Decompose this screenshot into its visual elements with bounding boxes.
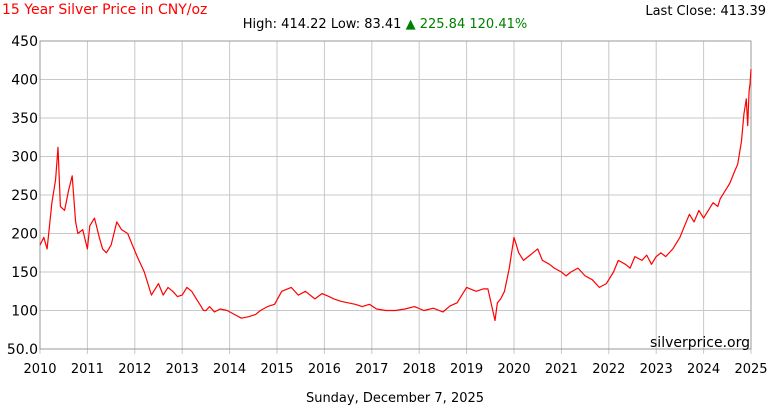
x-tick-label: 2012 [118,362,151,377]
price-stats: High: 414.22 Low: 83.41 ▲ 225.84 120.41% [0,17,770,32]
x-tick-label: 2019 [450,362,483,377]
x-tick-label: 2010 [23,362,56,377]
up-arrow-icon: ▲ [405,17,416,32]
y-tick-label: 100 [11,304,38,320]
series-line [39,69,752,322]
last-close: Last Close: 413.39 [645,4,766,19]
last-close-label: Last Close: [645,4,717,19]
y-tick-label: 450 [11,34,38,50]
x-tick-label: 2023 [640,362,673,377]
change-percent: 120.41% [469,17,528,32]
y-tick-label: 200 [11,227,38,243]
grid [39,40,752,354]
x-tick-label: 2016 [308,362,341,377]
x-tick-label: 2013 [166,362,199,377]
change-value: 225.84 [419,17,466,32]
y-tick-label: 250 [11,188,38,204]
low-label: Low: [330,17,361,32]
last-close-value: 413.39 [720,4,767,19]
series-layer [39,69,752,322]
x-tick-label: 2011 [71,362,104,377]
y-tick-label: 350 [11,111,38,127]
x-tick-label: 2025 [734,362,767,377]
y-tick-label: 50.0 [7,342,38,358]
x-tick-label: 2021 [545,362,578,377]
x-tick-label: 2017 [355,362,388,377]
x-tick-label: 2015 [260,362,293,377]
y-tick-label: 300 [11,150,38,166]
watermark-text: silverprice.org [650,335,750,351]
high-label: High: [242,17,278,32]
plot-frame [39,40,752,350]
y-axis: 50.0 100 150 200 250 300 350 400 450 [7,34,38,358]
x-tick-label: 2018 [403,362,436,377]
x-tick-label: 2024 [687,362,720,377]
x-tick-label: 2020 [497,362,530,377]
high-value: 414.22 [281,17,327,32]
low-value: 83.41 [364,17,402,32]
chart-title: 15 Year Silver Price in CNY/oz [2,2,208,18]
footer-date: Sunday, December 7, 2025 [305,391,485,406]
x-axis: 2010 2011 2012 2013 2014 2015 2016 2017 2018 2019… [23,362,767,377]
x-tick-label: 2014 [213,362,246,377]
x-tick-label: 2022 [592,362,625,377]
y-tick-label: 150 [11,265,38,281]
y-tick-label: 400 [11,73,38,89]
